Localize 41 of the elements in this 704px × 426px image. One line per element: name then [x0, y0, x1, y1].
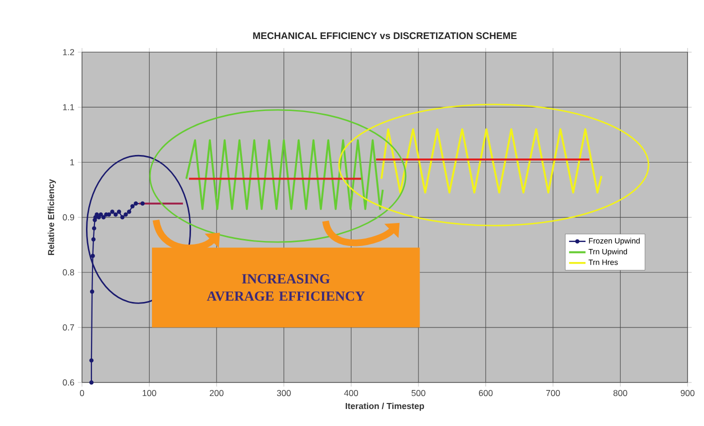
- point: [134, 201, 138, 206]
- x-tick-label: 700: [546, 390, 560, 396]
- chart-title: MECHANICAL EFFICIENCY vs DISCRETIZATION SCHEME: [253, 32, 517, 40]
- point: [124, 212, 128, 217]
- point: [120, 215, 125, 220]
- point: [114, 212, 118, 217]
- x-tick-label: 0: [80, 390, 84, 396]
- point: [130, 204, 135, 208]
- line-series: [380, 128, 602, 194]
- y-axis-title: Relative Efficiency: [48, 179, 56, 256]
- point: [92, 226, 96, 230]
- y-tick-label: 1: [70, 159, 74, 166]
- line-series: [185, 139, 384, 210]
- x-axis-title: Iteration / Timestep: [346, 402, 424, 411]
- point: [89, 380, 94, 385]
- x-tick-label: 400: [344, 390, 358, 396]
- x-tick-label: 200: [210, 390, 224, 396]
- annotation: INCREASING AVERAGE EFFICIENCY: [206, 274, 365, 301]
- point: [96, 215, 101, 220]
- y-tick-label: 0.7: [62, 324, 74, 331]
- point: [98, 212, 103, 217]
- point: [110, 210, 114, 214]
- point: [126, 210, 132, 214]
- y-tick-label: 1.2: [63, 49, 74, 56]
- point: [90, 290, 94, 294]
- x-tick-label: 900: [680, 390, 694, 396]
- y-tick-label: 1.1: [63, 104, 74, 110]
- x-tick-label: 800: [613, 390, 628, 396]
- point: [116, 210, 122, 214]
- point: [91, 237, 96, 242]
- y-tick-label: 0.9: [62, 214, 74, 220]
- x-tick-label: 300: [276, 390, 291, 396]
- point: [89, 358, 94, 363]
- x-tick-label: 600: [478, 390, 493, 396]
- y-tick-label: 0.6: [62, 379, 74, 386]
- x-tick-label: 500: [412, 390, 426, 396]
- x-tick-label: 100: [142, 390, 156, 396]
- point: [140, 201, 145, 206]
- y-tick-label: 0.8: [62, 269, 74, 276]
- point: [90, 254, 95, 258]
- point: [101, 215, 106, 220]
